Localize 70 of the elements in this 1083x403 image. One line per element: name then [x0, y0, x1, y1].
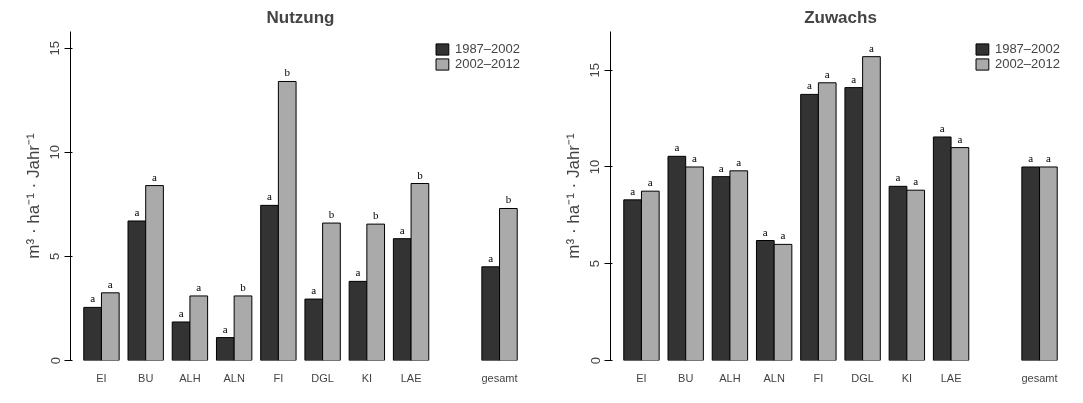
x-tick-label: KI [361, 371, 373, 384]
data-label: a [1028, 151, 1034, 164]
data-label: b [328, 208, 335, 221]
data-label: a [152, 170, 158, 183]
x-tick-label: ALN [763, 371, 785, 384]
y-axis-title: m³ · ha⁻¹ · Jahr⁻¹ [563, 132, 583, 259]
data-label: b [240, 280, 247, 293]
data-label: b [284, 66, 291, 79]
legend-label: 1987–2002 [994, 41, 1060, 56]
data-label: a [1045, 151, 1051, 164]
data-label: a [762, 225, 768, 238]
legend-label: 2002–2012 [454, 56, 520, 71]
x-tick-label: KI [901, 371, 913, 384]
data-label: a [222, 322, 228, 335]
x-tick-label: ALH [179, 371, 201, 384]
x-tick-label: DGL [851, 371, 874, 384]
x-tick-label: EI [96, 371, 107, 384]
data-label: b [505, 193, 512, 206]
data-label: a [311, 284, 317, 297]
y-tick-label: 10 [587, 159, 603, 175]
y-tick-label: 0 [587, 356, 603, 365]
data-label: a [630, 184, 636, 197]
y-tick-label: 5 [47, 252, 63, 260]
data-label: b [417, 168, 424, 181]
x-tick-label: BU [138, 371, 154, 384]
legend-label: 1987–2002 [454, 41, 520, 56]
x-tick-label: ALN [223, 371, 245, 384]
chart-title: Nutzung [266, 7, 335, 27]
data-label: a [178, 306, 184, 319]
data-label: a [851, 72, 857, 85]
data-label: a [107, 277, 113, 290]
x-tick-label: FI [273, 371, 284, 384]
y-axis-title: m³ · ha⁻¹ · Jahr⁻¹ [23, 132, 43, 259]
x-tick-label: gesamt [1021, 371, 1058, 384]
x-tick-label: LAE [400, 371, 422, 384]
data-label: a [718, 161, 724, 174]
y-tick-label: 5 [587, 260, 603, 268]
data-label: a [869, 41, 875, 54]
data-label: b [372, 209, 379, 222]
data-label: a [692, 151, 698, 164]
data-label: a [674, 141, 680, 154]
x-tick-label: EI [636, 371, 647, 384]
data-label: a [895, 171, 901, 184]
y-tick-label: 10 [47, 145, 63, 160]
legend-label: 2002–2012 [994, 56, 1060, 71]
data-label: a [267, 190, 273, 203]
data-label: a [196, 280, 202, 293]
data-label: a [957, 132, 963, 145]
data-label: a [399, 223, 405, 236]
data-label: a [90, 292, 96, 305]
data-label: a [488, 251, 494, 264]
y-tick-label: 15 [47, 40, 63, 56]
data-label: a [736, 155, 742, 168]
data-label: a [824, 67, 830, 80]
data-label: a [780, 229, 786, 242]
chart-title: Zuwachs [804, 7, 877, 27]
x-tick-label: DGL [311, 371, 334, 384]
x-tick-label: LAE [940, 371, 962, 384]
x-tick-label: BU [678, 371, 694, 384]
x-tick-label: ALH [719, 371, 741, 384]
x-tick-label: gesamt [481, 371, 518, 384]
data-label: a [913, 175, 919, 188]
data-label: a [807, 79, 813, 92]
y-tick-label: 15 [587, 62, 603, 78]
y-tick-label: 0 [47, 356, 63, 365]
data-label: a [647, 176, 653, 189]
x-tick-label: FI [813, 371, 824, 384]
data-label: a [355, 266, 361, 279]
data-label: a [939, 121, 945, 134]
data-label: a [134, 205, 140, 218]
